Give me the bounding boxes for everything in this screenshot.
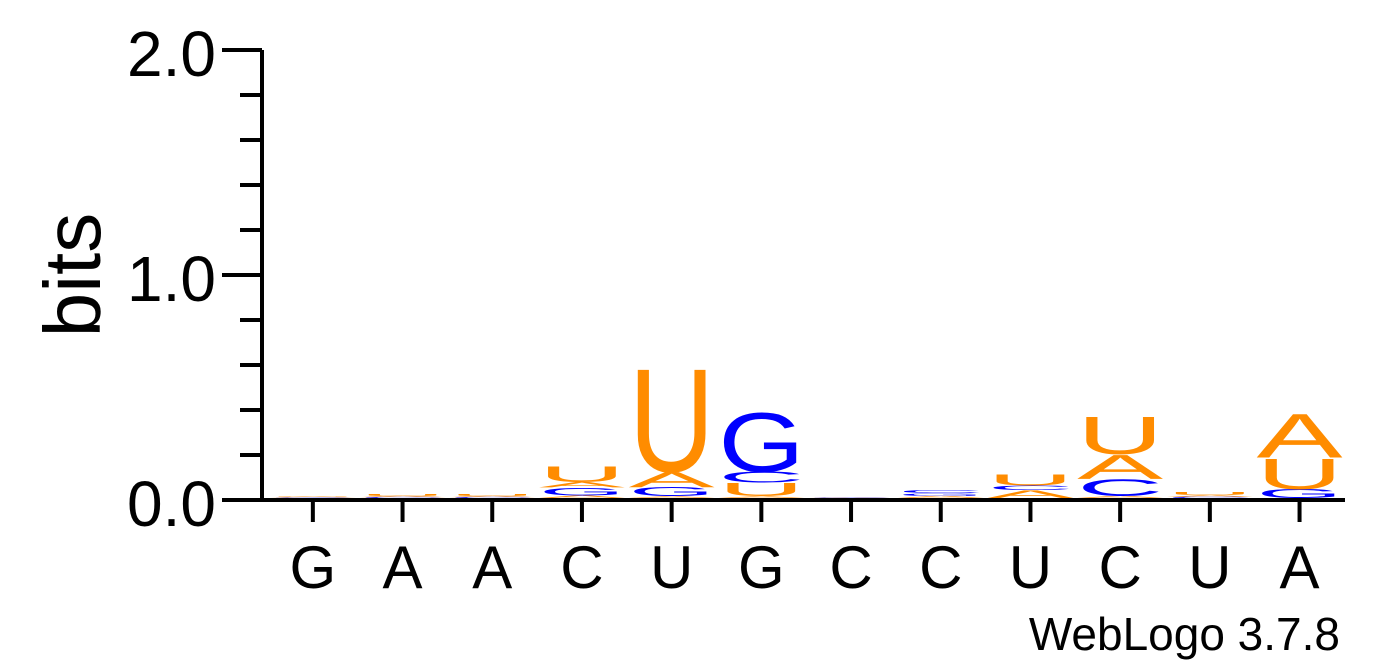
x-tick-label: U: [1009, 534, 1052, 601]
logo-letter-A: A: [359, 495, 445, 497]
x-tick-label: U: [1188, 534, 1231, 601]
x-tick-label: C: [919, 534, 962, 601]
logo-letter-A: A: [987, 488, 1073, 500]
logo-letter-G: G: [539, 485, 625, 497]
x-tick-label: C: [1098, 534, 1141, 601]
logo-letter-A: A: [449, 495, 535, 497]
logo-letter-C: C: [270, 497, 356, 498]
logo-letter-U: U: [1167, 491, 1253, 496]
logo-letter-C: C: [1167, 497, 1253, 499]
logo-letter-A: A: [270, 496, 356, 497]
logo-letter-U: U: [449, 493, 535, 496]
logo-letter-C: C: [359, 497, 445, 498]
logo-letter-G: G: [718, 395, 804, 490]
logo-letter-U: U: [987, 472, 1073, 490]
logo-letter-A: A: [1077, 448, 1163, 487]
logo-letter-A: A: [1256, 401, 1342, 472]
logo-letter-G: G: [898, 492, 984, 496]
logo-letter-A: A: [898, 495, 984, 499]
y-tick-label: 2.0: [127, 18, 216, 90]
x-tick-label: A: [472, 534, 512, 601]
logo-letter-U: U: [1077, 406, 1163, 466]
logo-letter-C: C: [718, 469, 804, 487]
logo-letter-U: U: [629, 338, 715, 503]
weblogo-credit: WebLogo 3.7.8: [1029, 608, 1340, 660]
y-tick-label: 0.0: [127, 468, 216, 540]
stack-column: CAU: [270, 496, 356, 498]
logo-letter-U: U: [270, 496, 356, 497]
x-tick-label: U: [650, 534, 693, 601]
logo-letter-A: A: [539, 480, 625, 489]
logo-letter-A: A: [629, 496, 715, 499]
logo-letter-A: A: [1077, 495, 1163, 499]
stack-column: GUA: [1256, 401, 1342, 501]
logo-letter-G: G: [1256, 487, 1342, 501]
labels: bits WebLogo 3.7.8: [28, 213, 1340, 660]
x-tick-label: C: [560, 534, 603, 601]
logo-letter-C: C: [808, 497, 894, 498]
logo-letter-U: U: [1256, 450, 1342, 499]
logo-letter-G: G: [629, 485, 715, 499]
logo-letter-A: A: [1167, 495, 1253, 498]
logo-letter-C: C: [449, 497, 535, 498]
y-tick-label: 1.0: [127, 243, 216, 315]
stack-column: AGC: [898, 489, 984, 499]
logo-letter-A: A: [718, 496, 804, 499]
y-axis-label: bits: [28, 213, 117, 338]
stack-column: CAU: [449, 493, 535, 498]
stack-column: CAU: [1167, 491, 1253, 499]
x-tick-label: G: [290, 534, 337, 601]
logo-letter-C: C: [1077, 475, 1163, 501]
x-tick-label: A: [1280, 534, 1320, 601]
logo-letter-U: U: [539, 462, 625, 487]
stack-column: ACU: [987, 472, 1073, 501]
stack-column: CA: [808, 497, 894, 498]
logo-letter-C: C: [898, 489, 984, 494]
logo-letter-U: U: [359, 493, 445, 496]
logo-letter-A: A: [539, 495, 625, 499]
axes: 0.01.02.0G A A C U G C C U C U A: [127, 18, 1345, 601]
stack-column: CAU: [359, 493, 445, 498]
x-tick-label: C: [829, 534, 872, 601]
logo-letter-A: A: [808, 497, 894, 498]
x-tick-label: G: [738, 534, 785, 601]
logo-letter-C: C: [987, 484, 1073, 491]
logo-letter-A: A: [629, 467, 715, 492]
logo-letter-U: U: [718, 479, 804, 500]
x-tick-label: A: [383, 534, 423, 601]
